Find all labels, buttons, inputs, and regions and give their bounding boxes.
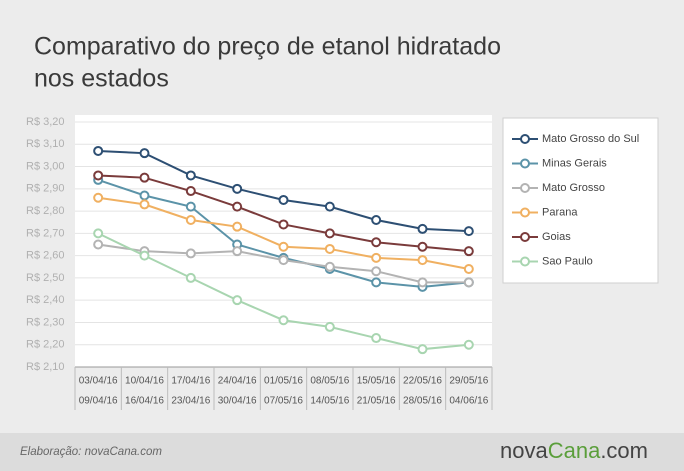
y-tick-label: R$ 2,90 [26,183,65,195]
x-tick-label: 14/05/16 [310,396,349,407]
y-tick-label: R$ 2,40 [26,294,65,306]
point [185,248,196,259]
point [463,264,474,274]
x-tick-label: 01/05/16 [264,376,303,387]
y-tick-label: R$ 2,70 [26,227,65,239]
x-tick-label: 16/04/16 [125,396,164,407]
legend-marker [520,207,530,218]
point [93,239,104,250]
legend-label: Parana [542,206,578,218]
y-tick-label: R$ 3,00 [26,160,65,172]
point [417,344,428,355]
chart-title-line: nos estados [34,65,169,93]
point [371,237,382,248]
point [371,266,382,277]
legend-marker [520,158,530,169]
point [417,241,428,252]
y-tick-label: R$ 2,30 [26,316,65,328]
x-tick-label: 09/04/16 [79,396,118,407]
point [463,246,474,257]
logo-part: .com [600,438,648,463]
point [371,333,382,344]
point [324,321,335,332]
point [93,228,104,239]
point [463,226,474,237]
x-tick-label: 04/06/16 [449,396,488,407]
point [371,215,382,225]
chart-title: Comparativo do preço de etanol hidratado [34,33,501,61]
y-tick-label: R$ 3,10 [26,138,65,150]
point [232,201,243,212]
x-tick-label: 21/05/16 [357,396,396,407]
point [232,221,243,232]
point [463,277,474,288]
x-tick-label: 30/04/16 [218,396,257,407]
legend-marker [520,134,530,144]
footer-bar [0,433,684,471]
point [278,194,289,205]
point [139,190,150,201]
point [185,170,196,181]
point [417,223,428,234]
y-tick-label: R$ 2,50 [26,272,65,284]
x-tick-label: 10/04/16 [125,376,164,387]
point [139,172,150,183]
point [232,246,243,257]
x-tick-label: 15/05/16 [357,376,396,387]
point [93,145,104,156]
point [417,255,428,266]
y-tick-label: R$ 2,10 [26,361,65,373]
point [324,228,335,239]
point [371,277,382,288]
point [139,199,150,210]
point [463,339,474,350]
point [417,277,428,288]
logo-part: nova [500,438,548,463]
point [232,295,243,306]
legend-marker [520,183,530,193]
legend-box [502,117,659,284]
x-tick-label: 29/05/16 [449,376,488,387]
logo: novaCana.com [500,438,648,463]
point [93,192,104,203]
point [324,261,335,272]
legend-marker [520,232,530,242]
legend-label: Sao Paulo [542,255,593,267]
point [185,201,196,212]
point [278,255,289,266]
x-tick-label: 03/04/16 [79,376,118,387]
point [278,315,289,326]
legend-label: Goias [542,231,571,243]
x-tick-label: 23/04/16 [171,396,210,407]
point [371,252,382,263]
legend-label: Mato Grosso do Sul [542,133,639,145]
x-tick-label: 07/05/16 [264,396,303,407]
x-tick-label: 28/05/16 [403,396,442,407]
point [324,243,335,254]
point [278,219,289,230]
point [93,170,104,181]
point [324,201,335,212]
x-tick-label: 08/05/16 [310,376,349,387]
point [278,241,289,252]
legend-label: Mato Grosso [542,182,605,194]
point [139,148,150,159]
point [139,250,150,261]
y-tick-label: R$ 2,20 [26,339,65,351]
y-tick-label: R$ 2,80 [26,205,65,217]
point [185,186,196,197]
y-tick-label: R$ 3,20 [26,116,65,128]
x-tick-label: 17/04/16 [171,376,210,387]
point [185,272,196,283]
point [185,215,196,225]
legend-marker [520,256,530,267]
footer-credit: Elaboração: novaCana.com [20,446,162,458]
x-tick-label: 24/04/16 [218,376,257,387]
y-tick-label: R$ 2,60 [26,250,65,262]
logo-part: Cana [548,438,601,463]
legend-label: Minas Gerais [542,157,607,169]
x-tick-label: 22/05/16 [403,376,442,387]
point [232,183,243,194]
